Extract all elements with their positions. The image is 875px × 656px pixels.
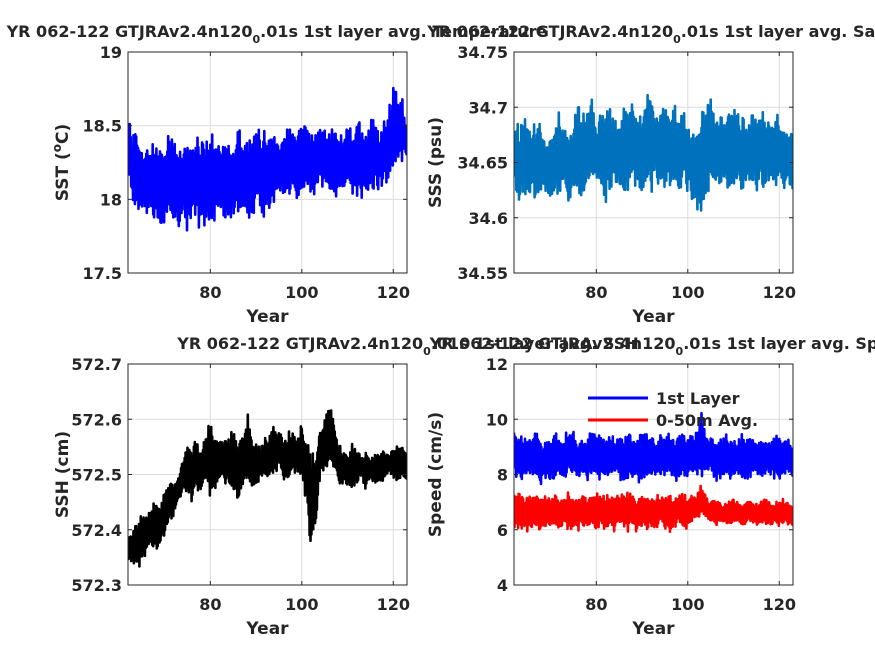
legend: 1st Layer 0-50m Avg.: [588, 389, 758, 430]
panel-title-rest: .01s 1st layer avg. Sal: [681, 22, 875, 41]
panel-1: 80 100 120 17.5 18 18.5 19 Year SST (oC) YR 062-1…: [6, 22, 548, 327]
x-tick-label: 120: [763, 595, 796, 614]
panel-title-rest: .01s 1st layer avg. Temperature: [260, 22, 547, 41]
series-line-1: [128, 86, 407, 232]
panel-title-main: YR 062-122 GTJRAv2.4n120: [176, 334, 423, 353]
panel-3: 80 100 120572.3572.4572.5572.6572.7YearSSH…: [53, 334, 639, 639]
x-axis-label: Year: [631, 619, 675, 639]
y-tick-label: 18: [100, 190, 122, 209]
x-tick-label: 80: [585, 283, 607, 302]
panel-title: YR 062-122 GTJRAv2.4n1200.01s 1st layer …: [6, 22, 548, 46]
x-tick-label: 100: [285, 595, 318, 614]
panel-title-rest: .01s 1st layer avg. SSH: [431, 334, 639, 353]
panel-title-subscript: 0: [252, 33, 260, 46]
x-tick-label: 120: [377, 283, 410, 302]
y-tick-label: 34.75: [457, 43, 508, 62]
y-tick-label: 34.6: [469, 209, 508, 228]
panel-title: YR 062-122 GTJRAv2.4n1200.01s 1st layer …: [426, 22, 875, 46]
y-tick-label: 18.5: [83, 117, 122, 136]
panel-title-rest: .01s 1st layer avg. Sp: [683, 334, 875, 353]
x-tick-label: 80: [199, 595, 221, 614]
panel-title: YR 062-122 GTJRAv2.4n1200.01s 1st layer …: [176, 334, 638, 358]
panel-title-main: YR 062-122 GTJRAv2.4n120: [426, 22, 673, 41]
panel-title: YR 062-122 GTJRAv2.4n1200.01s 1st layer …: [429, 334, 875, 358]
y-axis-label: SSH (cm): [53, 431, 73, 518]
series-line-1: [514, 93, 793, 212]
x-tick-label: 120: [377, 595, 410, 614]
x-axis-label: Year: [245, 619, 289, 639]
y-tick-label: 6: [497, 521, 508, 540]
y-tick-label: 17.5: [83, 264, 122, 283]
y-tick-label: 572.7: [71, 355, 122, 374]
x-tick-label: 100: [671, 595, 704, 614]
panel-2: 80 100 120 34.55 34.6 34.65 34.7 34.75 Year SSS (…: [426, 22, 875, 327]
series-line-1: [128, 409, 407, 568]
y-tick-label: 19: [100, 43, 122, 62]
x-axis-label: Year: [245, 307, 289, 327]
legend-label: 0-50m Avg.: [656, 411, 758, 430]
panel-title-subscript: 0: [676, 345, 684, 358]
y-axis-label-unit: C): [53, 124, 73, 144]
panel-4: 80 100 120 4 6 8 10 12 Year Speed (cm/s) YR 062-12…: [426, 334, 875, 639]
y-axis-label: Speed (cm/s): [426, 412, 446, 537]
series-line-1st-layer: [514, 411, 793, 486]
legend-label: 1st Layer: [656, 389, 740, 408]
y-axis-label: SSS (psu): [426, 117, 446, 208]
series-line-0-50m-avg-: [514, 484, 793, 534]
y-tick-label: 572.3: [71, 576, 122, 595]
y-tick-label: 34.7: [469, 98, 508, 117]
y-axis-label: SST (oC): [50, 124, 73, 202]
panel-title-main: YR 062-122 GTJRAv2.4n120: [6, 22, 253, 41]
x-tick-label: 80: [585, 595, 607, 614]
x-tick-label: 120: [763, 283, 796, 302]
y-tick-label: 34.55: [457, 264, 508, 283]
x-tick-label: 80: [199, 283, 221, 302]
x-tick-label: 100: [671, 283, 704, 302]
y-tick-label: 4: [497, 576, 508, 595]
y-tick-label: 12: [486, 355, 508, 374]
y-axis-label-superscript: o: [50, 144, 64, 152]
x-tick-label: 100: [285, 283, 318, 302]
y-tick-label: 572.5: [71, 466, 122, 485]
y-tick-label: 10: [486, 410, 508, 429]
y-tick-label: 572.6: [71, 410, 122, 429]
panel-title-subscript: 0: [673, 33, 681, 46]
panel-title-subscript: 0: [423, 345, 431, 358]
y-axis-label-text: SST (: [53, 152, 73, 201]
axes-box: [127, 51, 408, 274]
x-axis-label: Year: [631, 307, 675, 327]
y-tick-label: 572.4: [71, 521, 122, 540]
y-tick-label: 8: [497, 466, 508, 485]
y-tick-label: 34.65: [457, 154, 508, 173]
panel-title-main: YR 062-122 GTJRAv2.4n120: [429, 334, 676, 353]
